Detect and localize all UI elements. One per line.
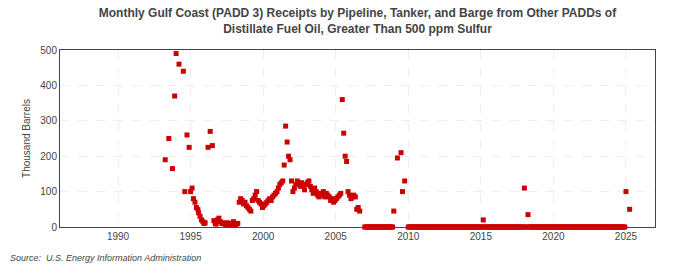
svg-text:2005: 2005 (325, 231, 348, 242)
svg-text:2010: 2010 (397, 231, 420, 242)
svg-text:400: 400 (40, 80, 57, 91)
svg-text:Monthly Gulf Coast (PADD 3) Re: Monthly Gulf Coast (PADD 3) Receipts by … (99, 6, 617, 36)
svg-text:1990: 1990 (107, 231, 130, 242)
svg-text:0: 0 (51, 222, 57, 233)
svg-text:2015: 2015 (470, 231, 493, 242)
svg-text:2020: 2020 (542, 231, 565, 242)
svg-text:1995: 1995 (179, 231, 202, 242)
svg-text:100: 100 (40, 186, 57, 197)
svg-text:300: 300 (40, 115, 57, 126)
svg-text:Source: U.S. Energy Informati: Source: U.S. Energy Information Administ… (10, 253, 201, 263)
svg-text:500: 500 (40, 45, 57, 56)
svg-text:Thousand Barrels: Thousand Barrels (21, 99, 32, 178)
svg-text:2025: 2025 (615, 231, 638, 242)
svg-text:200: 200 (40, 151, 57, 162)
svg-text:2000: 2000 (252, 231, 275, 242)
